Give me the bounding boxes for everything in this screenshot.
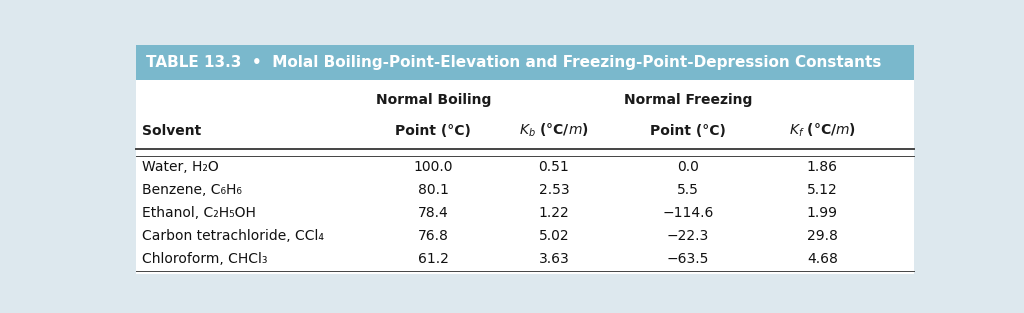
Text: Ethanol, C₂H₅OH: Ethanol, C₂H₅OH [142,206,256,220]
Text: Point (°C): Point (°C) [650,124,726,138]
FancyBboxPatch shape [136,45,913,80]
Text: 29.8: 29.8 [807,229,838,243]
Text: Carbon tetrachloride, CCl₄: Carbon tetrachloride, CCl₄ [142,229,325,243]
Text: TABLE 13.3  •  Molal Boiling-Point-Elevation and Freezing-Point-Depression Const: TABLE 13.3 • Molal Boiling-Point-Elevati… [146,55,882,70]
Text: 4.68: 4.68 [807,252,838,266]
Text: 5.12: 5.12 [807,183,838,197]
Text: $K_b$ (°C/$m$): $K_b$ (°C/$m$) [519,122,589,139]
Text: Point (°C): Point (°C) [395,124,471,138]
Text: −63.5: −63.5 [667,252,710,266]
Text: 2.53: 2.53 [539,183,569,197]
Text: Solvent: Solvent [142,124,202,138]
Text: −22.3: −22.3 [667,229,710,243]
Text: 3.63: 3.63 [539,252,569,266]
Text: 1.99: 1.99 [807,206,838,220]
Text: Chloroform, CHCl₃: Chloroform, CHCl₃ [142,252,268,266]
Text: 0.0: 0.0 [677,160,699,174]
Text: 1.86: 1.86 [807,160,838,174]
Text: Benzene, C₆H₆: Benzene, C₆H₆ [142,183,242,197]
Text: $K_f$ (°C/$m$): $K_f$ (°C/$m$) [788,122,856,139]
Text: 78.4: 78.4 [418,206,449,220]
Text: 61.2: 61.2 [418,252,449,266]
Text: 5.02: 5.02 [539,229,569,243]
Text: 76.8: 76.8 [418,229,449,243]
Text: Water, H₂O: Water, H₂O [142,160,219,174]
Text: 5.5: 5.5 [677,183,699,197]
Text: 80.1: 80.1 [418,183,449,197]
Text: 100.0: 100.0 [414,160,454,174]
Text: Normal Boiling: Normal Boiling [376,93,492,107]
Text: 1.22: 1.22 [539,206,569,220]
FancyBboxPatch shape [136,80,913,274]
Text: 0.51: 0.51 [539,160,569,174]
Text: Normal Freezing: Normal Freezing [624,93,753,107]
Text: −114.6: −114.6 [663,206,714,220]
